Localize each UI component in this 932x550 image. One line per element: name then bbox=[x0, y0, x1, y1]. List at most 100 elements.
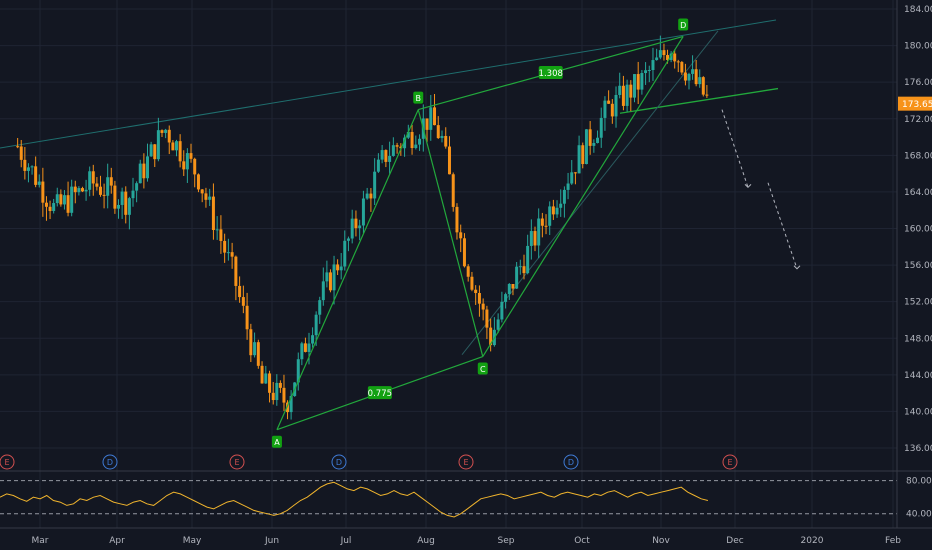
candle-body bbox=[303, 343, 307, 352]
candle-body bbox=[282, 387, 286, 403]
time-tick-label: Nov bbox=[652, 536, 670, 546]
candle-body bbox=[16, 146, 20, 148]
indicator-tick-label: 40.00 bbox=[906, 510, 932, 520]
oscillator-pane: 80.00 40.00 bbox=[0, 470, 932, 520]
candle-body bbox=[625, 84, 629, 106]
candle-body bbox=[34, 166, 38, 185]
event-marker-label: E bbox=[234, 458, 239, 467]
candle-body bbox=[196, 174, 200, 190]
candle-body bbox=[52, 203, 56, 211]
candle-body bbox=[226, 252, 230, 254]
candle-body bbox=[189, 153, 193, 159]
candle-body bbox=[336, 264, 340, 271]
candle-body bbox=[466, 266, 470, 277]
candle-body bbox=[142, 163, 146, 179]
candle-body bbox=[470, 276, 474, 290]
candle-body bbox=[30, 166, 34, 168]
candle-body bbox=[339, 266, 343, 271]
candle-body bbox=[73, 186, 77, 193]
projection-arrow bbox=[721, 109, 749, 188]
candle-body bbox=[640, 73, 644, 90]
upper-trendline bbox=[0, 19, 777, 149]
candle-body bbox=[55, 194, 59, 204]
event-marker-label: E bbox=[727, 458, 732, 467]
candle-body bbox=[410, 131, 414, 149]
event-marker-label: D bbox=[568, 458, 574, 467]
time-tick-label: Apr bbox=[109, 536, 125, 546]
time-tick-label: May bbox=[183, 536, 202, 546]
candle-body bbox=[307, 343, 311, 352]
candle-body bbox=[399, 146, 403, 149]
candle-body bbox=[462, 238, 466, 267]
candle-body bbox=[504, 294, 508, 302]
candle-body bbox=[260, 365, 264, 384]
candle-body bbox=[278, 382, 282, 388]
candle-body bbox=[599, 117, 603, 138]
candle-body bbox=[109, 177, 113, 186]
candle-body bbox=[403, 137, 407, 149]
candle-body bbox=[537, 218, 541, 246]
price-axis: 184.00 180.00 176.00 172.00 168.00 164.00 160.… bbox=[896, 0, 932, 528]
candle-body bbox=[361, 198, 365, 226]
indicator-tick-label: 80.00 bbox=[906, 477, 932, 487]
pattern-leg bbox=[276, 109, 419, 430]
candle-body bbox=[607, 100, 611, 104]
event-marker bbox=[0, 454, 15, 470]
time-tick-label: Sep bbox=[498, 536, 515, 546]
candle-body bbox=[680, 62, 684, 73]
candle-body bbox=[384, 150, 388, 162]
candle-body bbox=[621, 85, 625, 106]
candle-body bbox=[373, 171, 377, 199]
candle-body bbox=[440, 135, 444, 139]
last-price-tag bbox=[898, 96, 932, 111]
candle-body bbox=[44, 202, 48, 207]
event-marker bbox=[722, 454, 738, 470]
candle-body bbox=[610, 103, 614, 117]
candle-body bbox=[26, 167, 30, 171]
candle-body bbox=[658, 50, 662, 58]
candle-body bbox=[238, 285, 242, 298]
price-tick-label: 176.00 bbox=[904, 78, 932, 88]
candle-body bbox=[343, 240, 347, 267]
candle-body bbox=[581, 145, 585, 165]
candle-body bbox=[211, 196, 215, 231]
price-tick-label: 156.00 bbox=[904, 261, 932, 271]
candle-body bbox=[37, 181, 41, 185]
candle-body bbox=[178, 141, 182, 162]
candle-body bbox=[477, 293, 481, 304]
candle-body bbox=[223, 240, 227, 253]
candle-body bbox=[451, 174, 455, 207]
xabcd-pattern: A B C D 0.775 1.308 bbox=[271, 18, 689, 448]
candle-body bbox=[325, 272, 329, 282]
candle-body bbox=[562, 189, 566, 204]
event-marker bbox=[102, 454, 118, 470]
candle-body bbox=[455, 206, 459, 233]
candle-body bbox=[592, 142, 596, 146]
candle-body bbox=[636, 74, 640, 90]
candle-body bbox=[204, 193, 208, 200]
candle-body bbox=[354, 218, 358, 229]
candle-body bbox=[603, 100, 607, 118]
event-marker bbox=[458, 454, 474, 470]
candle-body bbox=[245, 305, 249, 330]
candle-body bbox=[651, 60, 655, 71]
candle-body bbox=[566, 183, 570, 190]
price-tick-label: 172.00 bbox=[904, 115, 932, 125]
candle-body bbox=[124, 191, 128, 215]
candle-body bbox=[234, 256, 238, 286]
time-tick-label: Oct bbox=[574, 536, 590, 546]
candle-body bbox=[84, 189, 88, 192]
candle-body bbox=[167, 129, 171, 143]
candle-body bbox=[425, 118, 429, 130]
pattern-point-label: B bbox=[416, 94, 422, 103]
candle-body bbox=[444, 135, 448, 147]
candle-body bbox=[551, 206, 555, 215]
candle-body bbox=[318, 300, 322, 315]
pattern-point-label: C bbox=[480, 365, 486, 374]
candle-body bbox=[500, 301, 504, 320]
candle-body bbox=[193, 158, 197, 175]
candle-body bbox=[388, 155, 392, 162]
candle-body bbox=[687, 73, 691, 81]
